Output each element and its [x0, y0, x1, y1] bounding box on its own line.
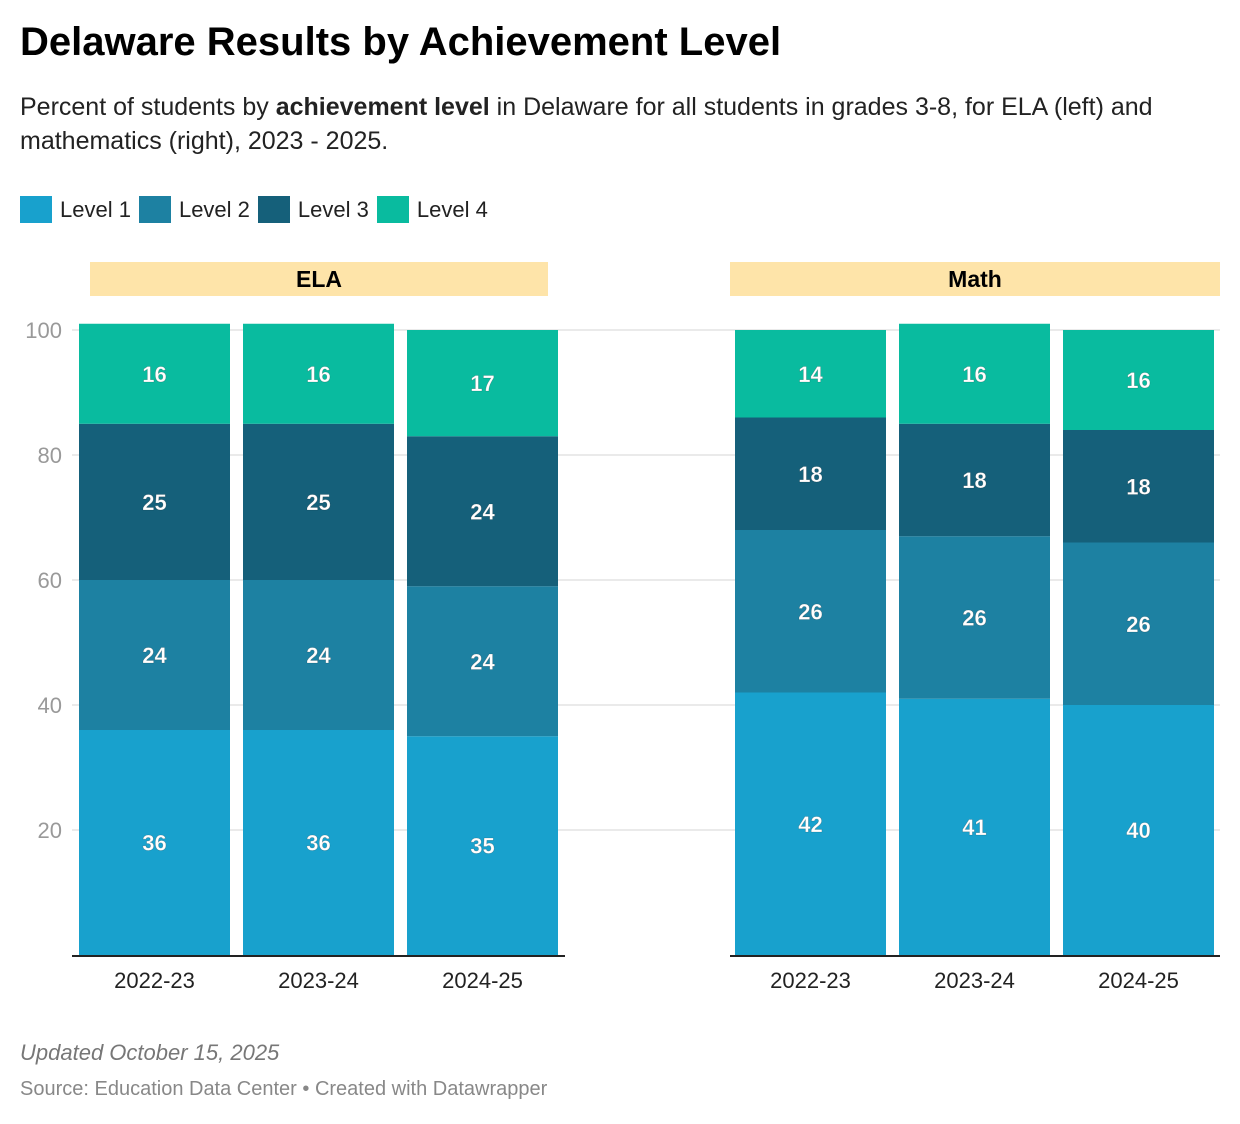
x-tick-label: 2022-23: [770, 968, 851, 993]
legend-label: Level 3: [297, 196, 369, 222]
data-label: 24: [470, 499, 495, 524]
bar-segment: [899, 323, 1050, 424]
bar-segment: [243, 323, 394, 424]
y-tick-label: 40: [38, 693, 62, 718]
legend-label: Level 1: [60, 196, 131, 222]
legend-item-level-3: Level 3: [257, 196, 369, 223]
data-label: 25: [142, 490, 166, 515]
facet-title: ELA: [296, 266, 342, 292]
bar-segment: [735, 530, 886, 693]
bar-segment: [735, 417, 886, 530]
chart-title: Delaware Results by Achievement Level: [20, 20, 782, 64]
subtitle-text: Percent of students by: [20, 93, 276, 121]
facet-header: [90, 262, 548, 296]
subtitle-text-end: in Delaware for all students in grades 3…: [20, 93, 1153, 155]
data-label: 16: [1126, 368, 1150, 393]
legend-swatch: [20, 196, 52, 223]
facet-header: [730, 262, 1220, 296]
data-label: 42: [798, 812, 822, 837]
bar-segment: [899, 698, 1050, 955]
bar-segment: [407, 586, 558, 737]
data-label: 16: [306, 362, 330, 387]
bar-segment: [899, 536, 1050, 699]
bar-segment: [735, 330, 886, 418]
source-note: Source: Education Data Center • Created …: [20, 1078, 548, 1100]
x-tick-label: 2024-25: [1098, 968, 1179, 993]
data-label: 41: [962, 815, 986, 840]
data-label: 26: [798, 599, 822, 624]
x-tick-label: 2022-23: [114, 968, 195, 993]
data-label: 40: [1126, 818, 1150, 843]
data-label: 14: [798, 362, 823, 387]
bar-segment: [79, 423, 230, 580]
legend-item-level-2: Level 2: [138, 196, 250, 223]
legend-label: Level 2: [178, 196, 250, 222]
bar-segment: [243, 423, 394, 580]
legend-swatch: [376, 196, 409, 223]
data-label: 26: [1126, 612, 1150, 637]
bar-segment: [1063, 542, 1214, 705]
bar-segment: [1063, 705, 1214, 955]
data-label: 18: [962, 468, 986, 493]
data-label: 16: [142, 362, 166, 387]
y-tick-label: 60: [38, 568, 62, 593]
bar-segment: [79, 323, 230, 424]
bar-segment: [407, 736, 558, 955]
bar-segment: [1063, 330, 1214, 430]
data-label: 36: [142, 831, 166, 856]
legend-item-level-4: Level 4: [376, 196, 488, 223]
x-tick-label: 2024-25: [442, 968, 523, 993]
legend-label: Level 4: [416, 196, 488, 222]
facet-title: Math: [948, 266, 1002, 292]
legend-item-level-1: Level 1: [20, 196, 131, 223]
y-tick-label: 80: [38, 443, 62, 468]
data-label: 17: [470, 371, 494, 396]
y-tick-label: 100: [25, 318, 62, 343]
y-tick-label: 20: [38, 818, 62, 843]
bar-segment: [79, 580, 230, 730]
bar-segment: [407, 436, 558, 587]
bar-segment: [243, 730, 394, 955]
x-tick-label: 2023-24: [278, 968, 359, 993]
data-label: 25: [306, 490, 330, 515]
updated-note: Updated October 15, 2025: [20, 1040, 280, 1065]
data-label: 35: [470, 834, 494, 859]
data-label: 24: [142, 643, 167, 668]
bar-segment: [1063, 430, 1214, 543]
data-label: 16: [962, 362, 986, 387]
legend-swatch: [257, 196, 290, 223]
bar-segment: [79, 730, 230, 955]
chart-subtitle: Percent of students by achievement level…: [20, 90, 1230, 158]
data-label: 24: [306, 643, 331, 668]
legend: Level 1 Level 2 Level 3 Level 4: [20, 196, 488, 223]
data-label: 36: [306, 831, 330, 856]
data-label: 26: [962, 606, 986, 631]
data-label: 18: [1126, 474, 1150, 499]
x-tick-label: 2023-24: [934, 968, 1015, 993]
data-label: 18: [798, 462, 822, 487]
bar-segment: [243, 580, 394, 730]
data-label: 24: [470, 649, 495, 674]
bar-segment: [899, 423, 1050, 537]
bar-segment: [735, 692, 886, 955]
legend-swatch: [138, 196, 171, 223]
subtitle-bold: achievement level: [275, 93, 490, 121]
bar-segment: [407, 330, 558, 437]
